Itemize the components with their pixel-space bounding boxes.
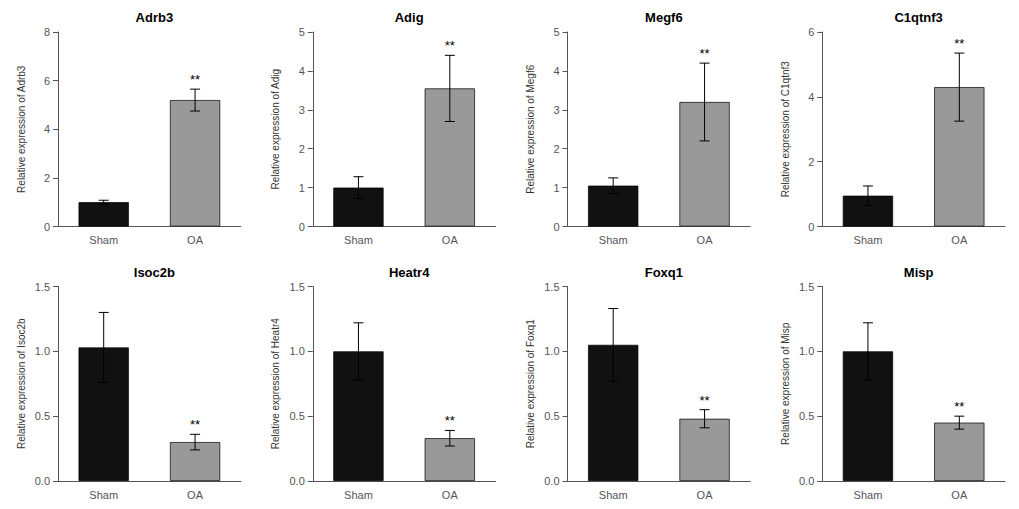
svg-text:Sham: Sham — [599, 234, 628, 246]
svg-text:Sham: Sham — [599, 489, 628, 501]
svg-text:OA: OA — [442, 489, 459, 501]
svg-text:Relative expression of Adrb3: Relative expression of Adrb3 — [16, 65, 27, 193]
svg-text:0.0: 0.0 — [799, 475, 814, 487]
svg-text:0: 0 — [44, 221, 50, 233]
svg-text:**: ** — [700, 46, 710, 61]
svg-text:0: 0 — [553, 221, 559, 233]
svg-text:1: 1 — [553, 182, 559, 194]
svg-text:**: ** — [445, 413, 455, 428]
svg-text:Relative expression of C1qtnf3: Relative expression of C1qtnf3 — [780, 61, 791, 198]
svg-text:1.0: 1.0 — [544, 345, 559, 357]
svg-text:OA: OA — [951, 489, 968, 501]
svg-text:**: ** — [700, 393, 710, 408]
svg-text:2: 2 — [44, 172, 50, 184]
svg-text:4: 4 — [808, 91, 814, 103]
svg-text:Relative expression of Heatr4: Relative expression of Heatr4 — [270, 318, 281, 450]
svg-text:**: ** — [190, 72, 200, 87]
svg-text:0.0: 0.0 — [289, 475, 304, 487]
svg-text:OA: OA — [697, 489, 714, 501]
svg-text:**: ** — [445, 38, 455, 53]
svg-text:1.5: 1.5 — [544, 281, 559, 293]
svg-text:6: 6 — [44, 75, 50, 87]
svg-text:0.5: 0.5 — [799, 410, 814, 422]
svg-text:0: 0 — [808, 221, 814, 233]
svg-text:Sham: Sham — [344, 489, 373, 501]
svg-text:5: 5 — [299, 26, 305, 38]
svg-text:Adig: Adig — [395, 10, 424, 25]
svg-text:OA: OA — [951, 234, 968, 246]
svg-text:**: ** — [190, 417, 200, 432]
svg-text:0.0: 0.0 — [544, 475, 559, 487]
svg-text:**: ** — [954, 399, 964, 414]
svg-text:Misp: Misp — [904, 265, 934, 280]
svg-text:0: 0 — [299, 221, 305, 233]
svg-text:1.0: 1.0 — [35, 345, 50, 357]
svg-text:Relative expression of Misp: Relative expression of Misp — [780, 322, 791, 445]
svg-text:Relative expression of Adig: Relative expression of Adig — [270, 69, 281, 190]
svg-text:**: ** — [954, 36, 964, 51]
svg-text:Sham: Sham — [89, 489, 118, 501]
svg-text:Sham: Sham — [89, 234, 118, 246]
svg-text:OA: OA — [187, 234, 204, 246]
svg-text:0.5: 0.5 — [289, 410, 304, 422]
svg-text:Sham: Sham — [854, 489, 883, 501]
svg-text:C1qtnf3: C1qtnf3 — [894, 10, 942, 25]
svg-text:OA: OA — [187, 489, 204, 501]
svg-text:OA: OA — [442, 234, 459, 246]
svg-text:Heatr4: Heatr4 — [389, 265, 430, 280]
svg-text:4: 4 — [299, 65, 305, 77]
svg-text:4: 4 — [44, 123, 50, 135]
svg-text:5: 5 — [553, 26, 559, 38]
svg-text:0.5: 0.5 — [544, 410, 559, 422]
svg-text:Sham: Sham — [344, 234, 373, 246]
svg-text:1: 1 — [299, 182, 305, 194]
svg-text:Isoc2b: Isoc2b — [134, 265, 175, 280]
svg-text:Relative expression of Isoc2b: Relative expression of Isoc2b — [16, 318, 27, 449]
svg-text:Adrb3: Adrb3 — [136, 10, 174, 25]
svg-text:4: 4 — [553, 65, 559, 77]
svg-text:2: 2 — [299, 143, 305, 155]
svg-text:Sham: Sham — [854, 234, 883, 246]
svg-text:2: 2 — [553, 143, 559, 155]
svg-text:1.5: 1.5 — [35, 281, 50, 293]
svg-text:Megf6: Megf6 — [645, 10, 683, 25]
svg-text:8: 8 — [44, 26, 50, 38]
svg-text:0.0: 0.0 — [35, 475, 50, 487]
svg-text:1.5: 1.5 — [289, 281, 304, 293]
svg-text:3: 3 — [553, 104, 559, 116]
svg-text:2: 2 — [808, 156, 814, 168]
svg-text:6: 6 — [808, 26, 814, 38]
svg-text:1.5: 1.5 — [799, 281, 814, 293]
svg-text:3: 3 — [299, 104, 305, 116]
svg-text:Relative expression of Foxq1: Relative expression of Foxq1 — [525, 319, 536, 448]
svg-text:1.0: 1.0 — [799, 345, 814, 357]
svg-text:Foxq1: Foxq1 — [645, 265, 683, 280]
svg-text:0.5: 0.5 — [35, 410, 50, 422]
svg-text:OA: OA — [697, 234, 714, 246]
svg-text:1.0: 1.0 — [289, 345, 304, 357]
svg-text:Relative expression of Megf6: Relative expression of Megf6 — [525, 64, 536, 193]
